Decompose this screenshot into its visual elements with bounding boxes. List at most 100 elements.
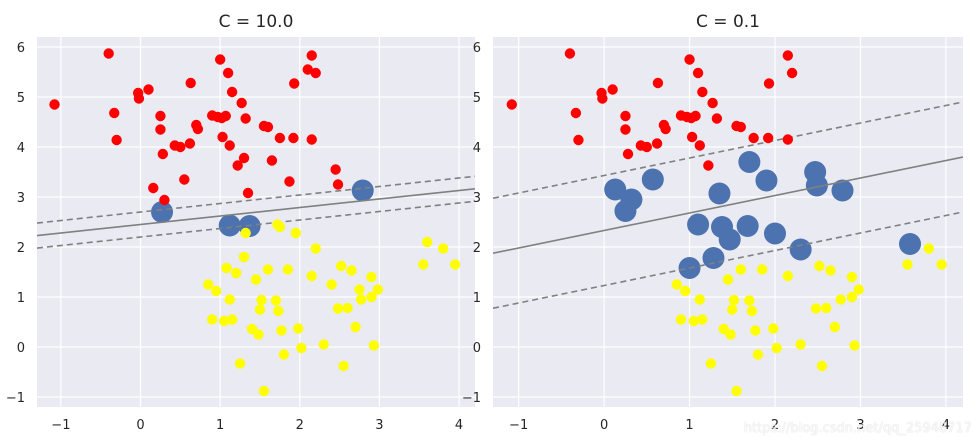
yellow-point <box>825 265 836 276</box>
red-point <box>217 131 228 143</box>
yellow-point <box>694 294 705 305</box>
yellow-point <box>346 265 357 276</box>
x-tick-label: 1 <box>685 418 693 433</box>
yellow-point <box>771 342 782 354</box>
red-point <box>238 152 250 164</box>
red-point <box>564 48 576 59</box>
red-point <box>232 160 243 171</box>
red-point <box>652 77 664 89</box>
red-point <box>266 155 278 166</box>
red-point <box>620 110 631 122</box>
yellow-point <box>725 329 736 340</box>
yellow-point <box>240 227 251 239</box>
yellow-point <box>731 385 742 397</box>
x-tick-label: 4 <box>455 418 463 433</box>
chart-panel-2: −1 0 1 2 3 4 −1 0 1 2 3 4 5 6 C = 0.1 <box>462 12 963 433</box>
yellow-point <box>253 329 264 340</box>
y-tick-label: 2 <box>17 241 25 256</box>
red-point <box>157 148 169 160</box>
yellow-point <box>355 294 367 305</box>
red-point <box>782 134 794 145</box>
x-tick-label: 0 <box>600 418 608 433</box>
yellow-point <box>756 264 768 275</box>
x-tick-label: 2 <box>771 418 779 433</box>
support-vector-point <box>738 151 761 173</box>
red-point <box>155 124 166 135</box>
red-point <box>289 78 300 89</box>
red-point <box>332 179 344 190</box>
red-point <box>573 134 584 146</box>
red-point <box>284 176 295 187</box>
y-tick-label: −1 <box>6 391 25 406</box>
red-point <box>262 121 274 133</box>
red-point <box>103 48 114 59</box>
yellow-point <box>221 262 232 274</box>
yellow-point <box>238 251 250 263</box>
red-point <box>274 132 286 144</box>
red-point <box>222 67 234 79</box>
yellow-point <box>310 243 321 254</box>
yellow-point <box>680 285 691 297</box>
decision-boundary-line <box>37 188 475 237</box>
y-tick-label: 1 <box>473 291 481 306</box>
yellow-point <box>418 259 429 270</box>
yellow-point <box>366 271 377 283</box>
red-point <box>214 54 226 65</box>
yellow-point <box>902 259 913 270</box>
yellow-point <box>810 303 822 314</box>
support-vector-point <box>755 169 778 192</box>
red-point <box>735 121 747 133</box>
yellow-point <box>923 243 935 254</box>
yellow-point <box>936 259 947 270</box>
yellow-point <box>795 339 806 350</box>
red-point <box>692 67 704 79</box>
yellow-point <box>296 342 307 354</box>
yellow-point <box>675 314 687 325</box>
support-vector-point <box>620 188 643 211</box>
support-vector-point <box>805 174 828 197</box>
support-vector-point <box>702 247 725 269</box>
red-point <box>651 138 663 149</box>
yellow-point <box>782 270 794 282</box>
red-point <box>748 132 759 144</box>
red-point <box>224 140 235 151</box>
yellow-point <box>218 315 230 327</box>
red-point <box>148 182 159 194</box>
y-tick-label: 6 <box>17 41 25 56</box>
yellow-point <box>697 314 708 325</box>
red-point <box>684 54 695 65</box>
yellow-point <box>276 325 287 336</box>
yellow-point <box>210 285 222 297</box>
yellow-point <box>846 291 858 303</box>
yellow-point <box>368 340 380 351</box>
red-point <box>159 194 170 206</box>
yellow-point <box>746 305 758 317</box>
red-point <box>306 50 317 61</box>
yellow-point <box>332 303 344 314</box>
yellow-point <box>752 349 764 360</box>
y-tick-label: 5 <box>473 91 481 106</box>
red-point <box>686 131 698 143</box>
red-point <box>220 110 231 122</box>
yellow-point <box>273 305 284 317</box>
red-point <box>111 134 122 146</box>
support-vector-point <box>736 215 759 237</box>
red-point <box>236 97 247 109</box>
yellow-point <box>422 236 433 248</box>
yellow-point <box>342 302 353 314</box>
x-tick-label: 1 <box>216 418 224 433</box>
chart-title: C = 0.1 <box>696 12 760 32</box>
y-tick-label: 4 <box>473 141 481 156</box>
yellow-point <box>814 260 825 272</box>
yellow-point <box>727 304 738 315</box>
yellow-point <box>829 321 841 333</box>
support-vector-point <box>789 238 812 261</box>
chart-title: C = 10.0 <box>219 12 294 32</box>
yellow-point <box>290 227 302 239</box>
y-tick-label: 1 <box>17 291 25 306</box>
yellow-point <box>262 264 274 275</box>
yellow-point <box>270 295 282 306</box>
red-point <box>763 78 775 89</box>
chart-panel-1: −1 0 1 2 3 4 −1 0 1 2 3 4 5 6 C = 10.0 <box>6 12 475 433</box>
